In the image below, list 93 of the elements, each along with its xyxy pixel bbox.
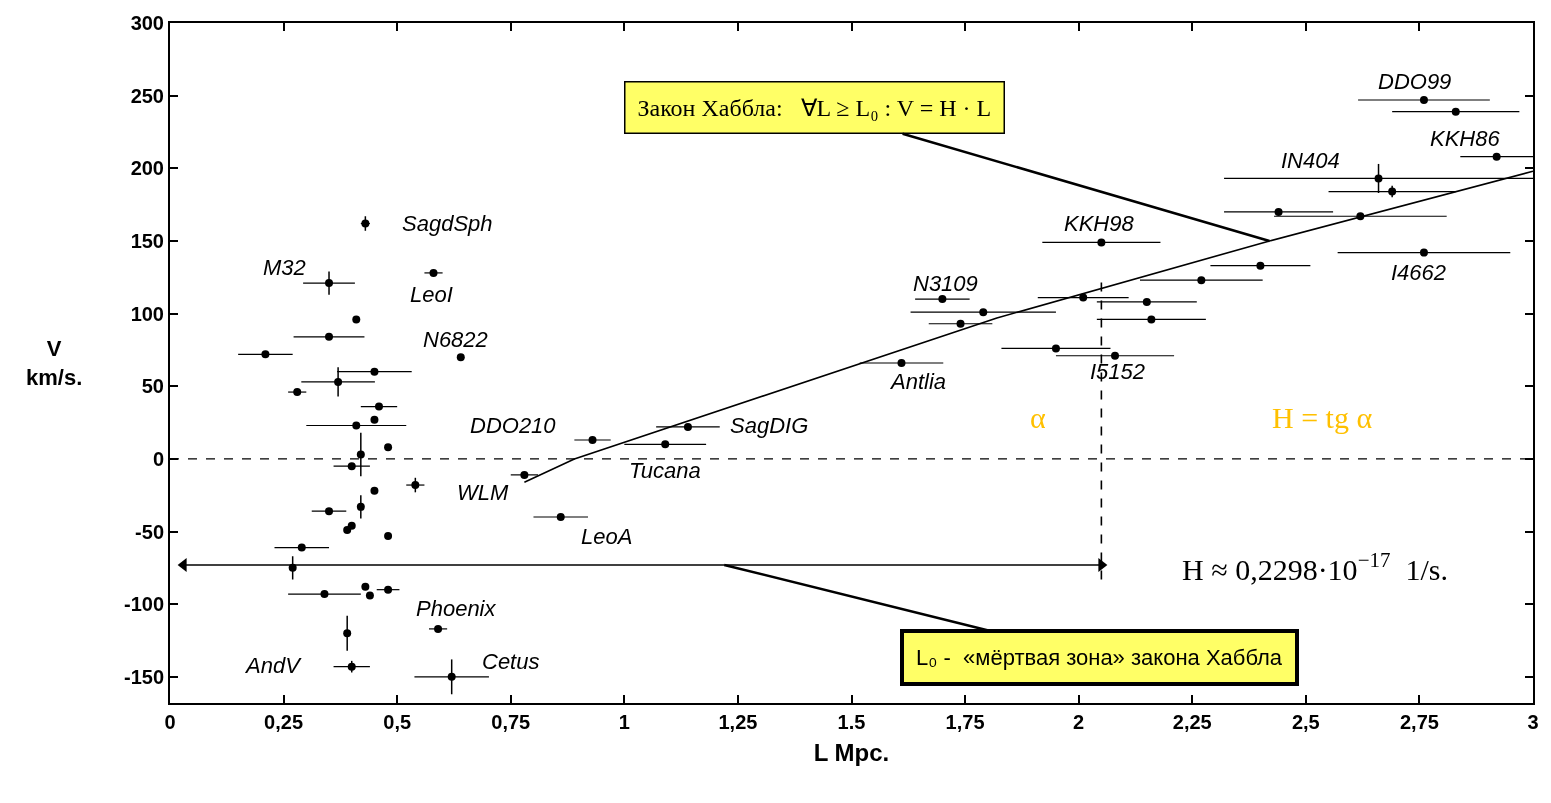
x-tick-label: 1,75 [945,711,985,733]
annotation: SagdSph [402,211,493,236]
y-tick-label: 0 [152,447,164,470]
point [347,462,356,471]
point [361,582,370,591]
point [374,402,383,411]
point [447,672,456,681]
y-tick-label: -100 [123,593,164,616]
point [356,502,365,511]
annotation: I5152 [1090,359,1146,384]
annotation: M32 [263,255,306,280]
point [343,629,352,638]
y-tick-label: 200 [130,157,164,180]
x-tick-label: 2 [1073,711,1085,733]
annotation: N3109 [913,271,978,296]
annotation: WLM [457,480,509,505]
point [293,388,302,397]
annotation: LeoA [581,524,633,549]
point [334,377,343,386]
x-tick-label: 0,25 [264,711,304,733]
x-tick-label: 1,25 [718,711,758,733]
x-tick-label: 1.5 [837,711,866,733]
point [1419,248,1428,257]
point [1051,344,1060,353]
annotation: DDO210 [470,413,557,438]
point [1111,351,1120,360]
point [1388,187,1397,196]
point [384,443,393,452]
point [520,470,529,479]
y-tick-label: 300 [130,12,164,34]
point [370,486,379,495]
annotation: Phoenix [416,596,497,621]
y-tick-label: 250 [130,84,164,107]
x-tick-label: 1 [618,711,630,733]
point [1374,174,1383,183]
point [384,531,393,540]
annotation: α [1030,401,1046,434]
annotation: Tucana [629,458,701,483]
annotation: IN404 [1281,148,1340,173]
y-tick-label: -150 [123,665,164,688]
annotation: Закон Хаббла: ∀L ≥ L₀ : V = H · L [637,94,992,121]
point [956,319,965,328]
point [1079,293,1088,302]
y-axis-title: V km/s. [26,336,83,390]
point [411,481,420,490]
point [365,591,374,600]
annotation: I4662 [1391,260,1447,285]
x-tick-label: 2,5 [1291,711,1320,733]
point [429,268,438,277]
x-axis-title: L Mpc. [813,738,890,766]
point [556,513,565,522]
point [434,624,443,633]
annotation: L₀ - «мёртвая зона» закона Хаббла [916,645,1283,670]
annotation: H ≈ 0,2298·10$^{−17}$ 1/s. [1182,548,1448,586]
point [979,308,988,317]
annotation: Cetus [482,649,540,674]
point [456,353,465,362]
point [320,590,329,599]
y-tick-label: 150 [130,229,164,252]
point [356,450,365,459]
point [325,279,334,288]
annotation: Antlia [889,369,947,394]
point [588,436,597,445]
point [938,295,947,304]
point [343,526,352,535]
x-tick-label: 0,5 [383,711,412,733]
point [683,422,692,431]
annotation: AndV [244,653,303,678]
y-tick-label: 100 [130,302,164,325]
annotation: H = tg α [1272,401,1373,434]
x-tick-label: 3 [1527,711,1539,733]
point [661,440,670,449]
annotation: N6822 [423,327,488,352]
annotation: KKH86 [1430,126,1501,151]
point [297,543,306,552]
y-tick-label: 50 [141,375,164,398]
x-tick-label: 2,25 [1172,711,1212,733]
point [325,332,334,341]
point [1419,96,1428,105]
y-tick-label: -50 [135,520,164,543]
annotation: LeoI [410,282,453,307]
x-tick-label: 0,75 [491,711,531,733]
point [1142,297,1151,306]
annotation: SagDIG [730,413,809,438]
annotation: KKH98 [1064,211,1135,236]
point [384,585,393,594]
x-tick-label: 2,75 [1399,711,1439,733]
annotation: DDO99 [1378,69,1452,94]
point [1197,276,1206,285]
point [1451,107,1460,116]
point [347,662,356,671]
point [325,507,334,516]
point [1274,207,1283,216]
